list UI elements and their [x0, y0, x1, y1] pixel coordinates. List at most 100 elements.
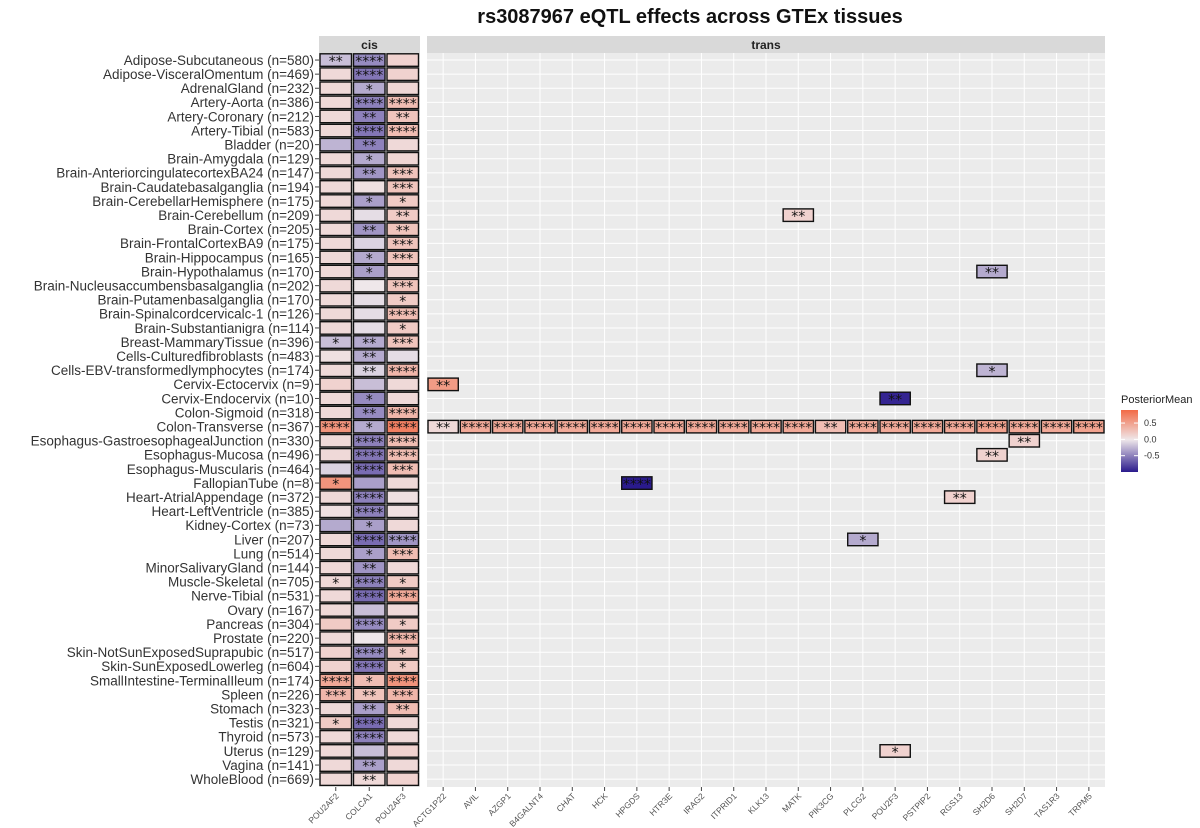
trans-cell-azgp1 — [491, 419, 524, 434]
cis-cell-pou2af3 — [386, 292, 420, 307]
significance-stars: ** — [396, 209, 410, 225]
cis-cell-pou2af3 — [386, 53, 420, 67]
tissue-label: Kidney-Cortex (n=73) — [185, 518, 314, 533]
cis-cell-colca1 — [352, 560, 386, 575]
cis-cell-pou2af3 — [386, 377, 420, 392]
cis-cell-colca1 — [352, 179, 386, 194]
tissue-label: Artery-Tibial (n=583) — [191, 123, 314, 138]
significance-stars: **** — [946, 421, 974, 437]
gene-label: ITPRID1 — [709, 791, 739, 821]
significance-stars: ** — [985, 266, 999, 282]
significance-stars: **** — [355, 576, 383, 592]
cis-cell-colca1 — [352, 588, 386, 603]
significance-stars: **** — [355, 68, 383, 84]
trans-cell-pou2f3 — [879, 391, 911, 406]
cis-cell-pou2af2 — [319, 729, 353, 744]
cis-cell-colca1 — [352, 53, 386, 67]
tissue-label: Esophagus-Mucosa (n=496) — [144, 448, 314, 463]
cis-cell-pou2af2 — [319, 377, 353, 392]
cis-cell-pou2af3 — [386, 109, 420, 124]
significance-stars: ** — [362, 110, 376, 126]
significance-stars: ** — [396, 703, 410, 719]
trans-cell-hpgds — [621, 419, 653, 434]
significance-stars: *** — [392, 181, 413, 197]
significance-stars: **** — [494, 421, 522, 437]
significance-stars: * — [399, 646, 406, 662]
gene-label: POU2F3 — [870, 791, 901, 822]
cis-cell-colca1 — [352, 151, 386, 166]
cis-cell-colca1 — [352, 504, 386, 519]
cis-facet-label: cis — [361, 38, 378, 52]
cis-cell-pou2af3 — [386, 250, 420, 265]
cis-cell-pou2af2 — [319, 687, 353, 702]
significance-stars: ** — [362, 350, 376, 366]
cis-cell-colca1 — [352, 363, 386, 378]
gene-label: AZGP1 — [486, 791, 513, 818]
cis-cell-pou2af2 — [319, 560, 353, 575]
cis-cell-pou2af2 — [319, 95, 353, 110]
tissue-label: Brain-Hippocampus (n=165) — [145, 250, 314, 265]
trans-cell-itprid1 — [717, 419, 750, 434]
cis-cell-pou2af3 — [386, 405, 420, 420]
significance-stars: **** — [389, 308, 417, 324]
gene-label: KLK13 — [746, 791, 771, 816]
cis-cell-colca1 — [352, 95, 386, 110]
significance-stars: **** — [461, 421, 489, 437]
significance-stars: **** — [881, 421, 909, 437]
cis-cell-colca1 — [352, 715, 386, 730]
tissue-label: Brain-AnteriorcingulatecortexBA24 (n=147… — [56, 166, 314, 181]
gene-label: SH2D7 — [1003, 791, 1030, 818]
cis-cell-pou2af3 — [386, 490, 420, 505]
significance-stars: **** — [655, 421, 683, 437]
tissue-label: Brain-Cerebellum (n=209) — [158, 208, 314, 223]
cis-cell-colca1 — [352, 405, 386, 420]
gene-label: HTR3E — [647, 791, 674, 818]
cis-cell-pou2af3 — [386, 81, 420, 96]
cis-cell-pou2af2 — [319, 758, 353, 772]
significance-stars: **** — [978, 421, 1006, 437]
gene-label: IRAG2 — [681, 791, 706, 816]
tissue-label: Lung (n=514) — [233, 546, 314, 561]
significance-stars: ** — [436, 421, 450, 437]
tissue-label: Liver (n=207) — [234, 532, 314, 547]
tissue-label: AdrenalGland (n=232) — [181, 81, 314, 96]
cis-cell-pou2af3 — [386, 179, 420, 194]
significance-stars: **** — [389, 364, 417, 380]
tissue-label: Artery-Coronary (n=212) — [167, 109, 314, 124]
cis-cell-pou2af2 — [319, 81, 353, 96]
significance-stars: * — [859, 533, 866, 549]
trans-cell-actg1p22 — [427, 419, 459, 434]
cis-cell-colca1 — [352, 433, 386, 448]
trans-cell-chat — [556, 419, 589, 434]
significance-stars: **** — [389, 449, 417, 465]
cis-cell-pou2af3 — [386, 617, 420, 631]
tissue-label: Adipose-VisceralOmentum (n=469) — [103, 67, 314, 82]
cis-cell-pou2af2 — [319, 306, 353, 321]
tissue-label: FallopianTube (n=8) — [193, 476, 314, 491]
tissue-label: MinorSalivaryGland (n=144) — [146, 560, 314, 575]
cis-cell-pou2af3 — [386, 222, 420, 237]
cis-cell-colca1 — [352, 447, 386, 462]
cis-cell-colca1 — [352, 518, 386, 533]
significance-stars: **** — [355, 618, 383, 634]
cis-cell-colca1 — [352, 758, 386, 772]
significance-stars: **** — [389, 435, 417, 451]
significance-stars: *** — [392, 689, 413, 705]
cis-cell-colca1 — [352, 744, 386, 758]
panel-grid — [319, 53, 1105, 787]
cis-cell-colca1 — [352, 687, 386, 702]
cis-cell-pou2af3 — [386, 645, 420, 660]
cis-cell-pou2af2 — [319, 447, 353, 462]
gene-label: MATK — [780, 791, 804, 815]
cis-cell-pou2af2 — [319, 476, 353, 490]
significance-stars: * — [399, 195, 406, 211]
significance-stars: **** — [355, 505, 383, 521]
cis-cell-pou2af2 — [319, 137, 353, 152]
cis-cell-pou2af2 — [319, 194, 353, 209]
cis-cell-pou2af3 — [386, 673, 420, 688]
cis-cell-pou2af3 — [386, 391, 420, 406]
cis-cell-pou2af3 — [386, 744, 420, 758]
significance-stars: *** — [392, 336, 413, 352]
cis-cell-colca1 — [352, 109, 386, 124]
gene-label: PIK3CG — [806, 791, 835, 820]
